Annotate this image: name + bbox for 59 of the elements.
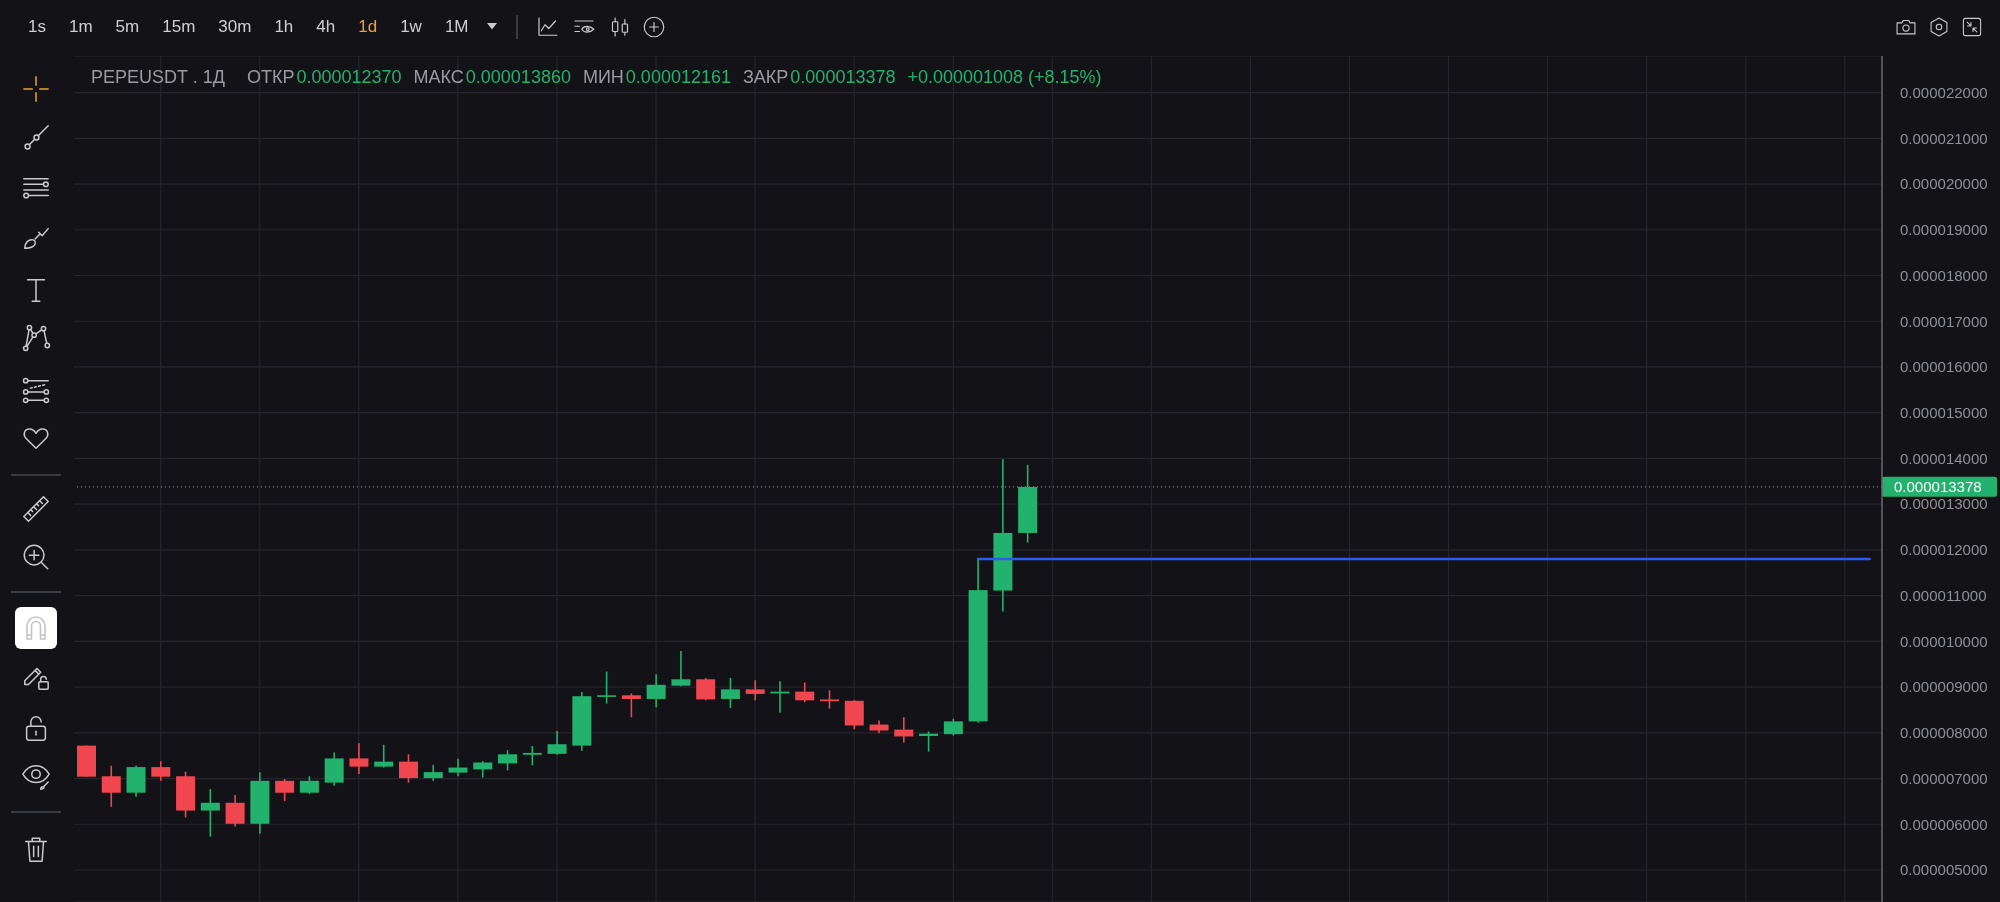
candlestick bbox=[200, 788, 220, 838]
annotation: ОТКР bbox=[246, 67, 295, 88]
y-tick-label: 0.000011000 bbox=[1900, 586, 1987, 604]
candlestick bbox=[597, 670, 617, 705]
candlestick bbox=[795, 681, 815, 703]
y-tick-label: 0.000012000 bbox=[1900, 541, 1988, 559]
candlestick bbox=[101, 764, 121, 808]
candlestick bbox=[398, 753, 418, 784]
annotation: 0.000013860 bbox=[465, 67, 571, 88]
y-tick-label: 0.000017000 bbox=[1900, 312, 1988, 330]
text: 4h bbox=[316, 17, 336, 37]
candlestick bbox=[498, 749, 518, 772]
text: 1w bbox=[400, 17, 422, 37]
text: 15m bbox=[162, 17, 196, 37]
text: 1m bbox=[68, 17, 93, 37]
y-tick-label: 0.000007000 bbox=[1900, 769, 1988, 787]
candlestick bbox=[720, 677, 740, 709]
y-tick-label: 0.000010000 bbox=[1900, 632, 1988, 650]
text: 1h bbox=[274, 17, 294, 37]
annotation: 0.000013378 bbox=[790, 67, 896, 88]
y-tick-label: 0.000018000 bbox=[1900, 266, 1988, 284]
y-tick-label: 0.000008000 bbox=[1900, 724, 1988, 742]
y-tick-label: 0.000019000 bbox=[1900, 221, 1988, 239]
candlestick bbox=[621, 692, 641, 719]
y-tick-label: 0.000015000 bbox=[1900, 404, 1988, 422]
candlestick bbox=[547, 730, 567, 756]
annotation: 0.000012161 bbox=[625, 67, 731, 88]
candlestick bbox=[522, 745, 542, 767]
y-tick-label: 0.000021000 bbox=[1900, 129, 1988, 147]
text: 1d bbox=[358, 17, 378, 37]
text: PEPEUSDT . 1Д bbox=[91, 67, 225, 88]
annotation: МИН bbox=[582, 67, 624, 88]
candlestick bbox=[374, 743, 394, 769]
candlestick bbox=[745, 679, 765, 702]
text: 1M bbox=[444, 17, 469, 37]
candlestick bbox=[671, 650, 691, 687]
candlestick bbox=[151, 760, 171, 782]
y-tick-label: 0.000020000 bbox=[1900, 175, 1988, 193]
y-tick-label: 0.000022000 bbox=[1900, 83, 1988, 101]
text: 30m bbox=[218, 17, 252, 37]
candlestick bbox=[349, 742, 369, 775]
y-tick-label: 0.000014000 bbox=[1900, 449, 1988, 467]
annotation: МАКС bbox=[413, 67, 464, 88]
candlestick bbox=[275, 778, 295, 802]
annotation: 0.000012370 bbox=[296, 67, 402, 88]
annotation: +0.000001008 (+8.15%) bbox=[907, 67, 1102, 88]
candlestick bbox=[225, 794, 245, 828]
text: 1s bbox=[28, 17, 46, 37]
text: 5m bbox=[115, 17, 140, 37]
candlestick bbox=[820, 689, 840, 710]
candlestick bbox=[696, 677, 716, 702]
y-tick-label: 0.000016000 bbox=[1900, 358, 1988, 376]
y-tick-label: 0.000013000 bbox=[1900, 495, 1988, 513]
candlestick bbox=[646, 673, 666, 708]
y-tick-label: 0.000006000 bbox=[1900, 815, 1988, 833]
y-tick-label: 0.000009000 bbox=[1900, 678, 1988, 696]
annotation: ЗАКР bbox=[742, 67, 789, 88]
ref-line-label: 0.000013378 bbox=[1894, 478, 1982, 496]
y-tick-label: 0.000005000 bbox=[1900, 861, 1988, 879]
